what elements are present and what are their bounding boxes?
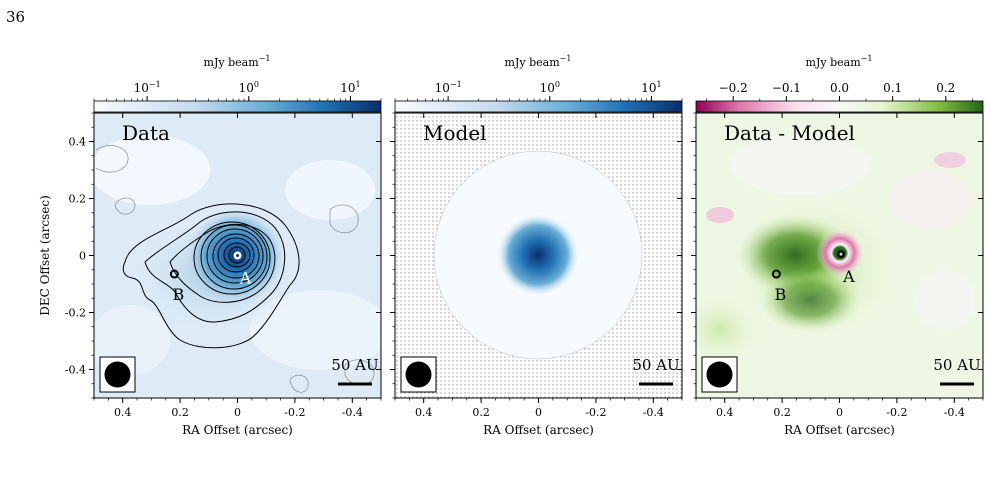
contours <box>122 203 300 349</box>
x-axis-label: RA Offset (arcsec) <box>784 423 895 437</box>
x-axis-label: RA Offset (arcsec) <box>483 423 594 437</box>
x-tick-label: 0.4 <box>415 406 433 419</box>
x-tick-label: -0.2 <box>284 406 305 419</box>
chart-marks: 0.4 0.2 0 -0.2 -0.4 0.4 0.2 0 -0.2 -0.4 RA Offset … <box>38 80 984 437</box>
y-tick-label: 0 <box>79 250 86 263</box>
colorbar-tick-label: 100 <box>239 80 259 95</box>
colorbar-label-model: mJy beam−1 <box>505 54 572 69</box>
y-tick-label: 0.4 <box>69 136 87 149</box>
source-label-a: A <box>842 267 855 286</box>
y-tick-label: -0.2 <box>65 307 86 320</box>
x-tick-label: 0.2 <box>171 406 189 419</box>
colorbar-data <box>93 100 382 113</box>
beam-ellipse <box>706 361 733 388</box>
source-marker-a-center <box>839 252 843 256</box>
colorbar-tick-label: 101 <box>641 80 661 95</box>
colorbar-label-data: mJy beam−1 <box>204 54 271 69</box>
panel-2-marks: 0.4 0.2 0 -0.2 -0.4 RA Offset (arcsec) −0.2 −0.… <box>691 81 984 437</box>
scale-bar-label: 50 AU <box>632 356 679 374</box>
y-axis-label: DEC Offset (arcsec) <box>38 195 52 316</box>
x-tick-label: 0.2 <box>472 406 490 419</box>
x-tick-label: 0 <box>535 406 542 419</box>
x-tick-label: 0.4 <box>114 406 132 419</box>
panel-title-residual: Data - Model <box>724 121 855 145</box>
colorbar-tick-label: 0.2 <box>936 81 955 95</box>
panel-title-model: Model <box>423 121 487 145</box>
scale-bar-label: 50 AU <box>331 356 378 374</box>
y-tick-label: 0.2 <box>69 193 87 206</box>
x-tick-label: 0.4 <box>716 406 734 419</box>
x-tick-label: 0 <box>836 406 843 419</box>
source-marker-a-center <box>236 254 239 257</box>
source-label-b: B <box>774 285 786 304</box>
x-tick-label: -0.4 <box>944 406 965 419</box>
colorbar-tick-label: 0.1 <box>883 81 902 95</box>
colorbar-tick-label: 10−1 <box>435 80 462 95</box>
residual-image <box>696 113 983 398</box>
x-tick-label: -0.4 <box>342 406 363 419</box>
x-tick-label: -0.4 <box>643 406 664 419</box>
panel-1-marks: 0.4 0.2 0 -0.2 -0.4 RA Offset (arcsec) 10−1 100… <box>390 80 683 437</box>
beam-ellipse <box>405 361 432 388</box>
page-number: 36 <box>6 8 26 26</box>
source-label-b: B <box>172 285 184 304</box>
colorbar-label-residual: mJy beam−1 <box>806 54 873 69</box>
panel-model: Model <box>394 112 683 399</box>
scale-bar-label: 50 AU <box>933 356 980 374</box>
x-tick-label: 0.2 <box>773 406 791 419</box>
source-marker-b <box>771 269 781 279</box>
y-tick-label: -0.4 <box>65 364 86 377</box>
colorbar-tick-label: 100 <box>540 80 560 95</box>
panel-title-data: Data <box>122 121 170 145</box>
panel-0-marks: 0.4 0.2 0 -0.2 -0.4 0.4 0.2 0 -0.2 -0.4 RA Offset … <box>38 80 382 437</box>
colorbar-tick-label: −0.2 <box>719 81 748 95</box>
colorbar-tick-label: −0.1 <box>772 81 801 95</box>
beam-ellipse <box>104 361 131 388</box>
source-label-a: A <box>239 269 252 288</box>
colorbar-residual <box>695 100 984 113</box>
source-marker-b <box>169 269 179 279</box>
model-image <box>395 113 682 398</box>
colorbar-tick-label: 10−1 <box>134 80 161 95</box>
colorbar-model <box>394 100 683 113</box>
colorbar-tick-label: 0.0 <box>830 81 849 95</box>
x-tick-label: -0.2 <box>585 406 606 419</box>
x-axis-label: RA Offset (arcsec) <box>182 423 293 437</box>
x-tick-label: -0.2 <box>886 406 907 419</box>
x-tick-label: 0 <box>234 406 241 419</box>
colorbar-tick-label: 101 <box>340 80 360 95</box>
panel-residual: Data - Model <box>695 112 984 399</box>
